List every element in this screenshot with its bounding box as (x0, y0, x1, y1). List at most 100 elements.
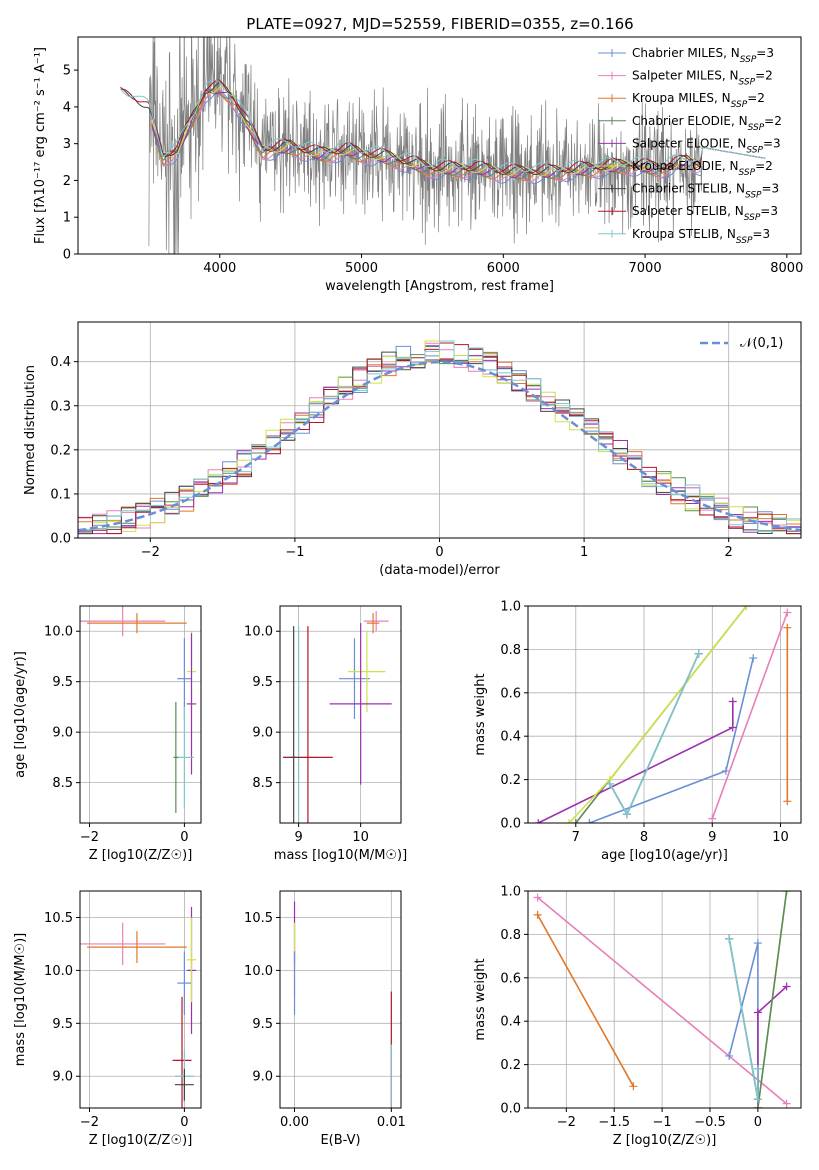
weight-marker (534, 819, 543, 823)
weight-marker (753, 1008, 762, 1017)
y-tick-label: 2 (63, 174, 71, 189)
weight-marker (629, 1082, 638, 1091)
x-tick-label: −2 (557, 1115, 576, 1130)
x-tick-label: 9 (294, 830, 302, 845)
y-axis-label: Normed distribution (23, 365, 38, 495)
panel-spectrum: 4000 5000 6000 7000 8000 0 1 2 3 4 5 wavelength [An… (33, 36, 803, 294)
y-tick-label: 0.0 (500, 817, 521, 832)
legend-label: Chabrier STELIB, NSSP=3 (632, 182, 779, 201)
panel-age_vs_Z: −2 0 8.5 9.0 9.5 10.0 Z [log10(Z/Z☉)] age [log1… (13, 605, 202, 863)
axes-frame (79, 890, 202, 1109)
y-tick-label: 0.0 (500, 1102, 521, 1117)
x-tick-label: 4000 (203, 261, 236, 276)
y-axis-label: age [log10(age/yr)] (13, 651, 28, 778)
y-axis-label: mass weight (473, 958, 488, 1040)
y-tick-label: 9.0 (252, 1070, 273, 1085)
y-tick-label: 0.2 (500, 773, 521, 788)
x-tick-label: −1.5 (598, 1115, 630, 1130)
weight-marker (694, 649, 703, 658)
x-tick-label: 10 (772, 830, 789, 845)
weight-marker (749, 654, 758, 663)
legend: Chabrier MILES, NSSP=3 Salpeter MILES, NS… (598, 46, 782, 246)
y-tick-label: 0.8 (500, 643, 521, 658)
weight-line (589, 657, 754, 823)
y-tick-label: 9.0 (52, 726, 73, 741)
weight-marker (725, 1051, 734, 1060)
y-tick-label: 5 (63, 64, 71, 79)
panel-weight_vs_Z: −2 −1.5 −1 −0.5 0 0.0 0.2 0.4 0.6 0.8 1.0 Z [log10(… (473, 885, 802, 1148)
model-spectrum (151, 89, 702, 179)
plot-area (283, 611, 392, 823)
y-tick-label: 9.5 (52, 1017, 73, 1032)
weight-marker (533, 910, 542, 919)
y-tick-label: 10.0 (244, 964, 273, 979)
weight-marker (721, 766, 730, 775)
x-axis-label: Z [log10(Z/Z☉)] (89, 1133, 193, 1148)
x-tick-label: 0 (180, 830, 188, 845)
x-axis-label: mass [log10(M/M☉)] (274, 848, 407, 863)
x-tick-label: 5000 (345, 261, 378, 276)
model-spectrum (120, 81, 766, 176)
weight-marker (782, 982, 791, 991)
y-tick-label: 0.2 (50, 443, 71, 458)
axes-frame (79, 605, 202, 824)
x-axis-label: Z [log10(Z/Z☉)] (89, 848, 193, 863)
x-axis-label: age [log10(age/yr)] (601, 848, 728, 863)
weight-line (757, 891, 788, 1108)
legend-label: 𝒩(0,1) (740, 336, 783, 351)
weight-marker (783, 623, 792, 632)
weight-marker (783, 608, 792, 617)
y-tick-label: 0.2 (500, 1058, 521, 1073)
axes-frame (77, 36, 802, 255)
weight-marker (783, 797, 792, 806)
weight-marker (753, 939, 762, 948)
x-tick-label: 0.00 (280, 1115, 309, 1130)
x-tick-label: −2 (80, 1115, 99, 1130)
weight-marker (728, 723, 737, 732)
y-tick-label: 8.5 (252, 776, 273, 791)
y-tick-label: 10.0 (44, 964, 73, 979)
model-spectrum (151, 86, 702, 177)
plot-area (80, 606, 197, 813)
weight-marker (622, 810, 631, 819)
y-axis-label: mass weight (473, 673, 488, 755)
plot-area (533, 891, 791, 1108)
y-axis-label: mass [log10(M/M☉)] (13, 933, 28, 1066)
x-tick-label: 8000 (770, 261, 803, 276)
weight-line (609, 653, 700, 817)
plot-area (534, 606, 792, 823)
legend-label: Kroupa MILES, NSSP=2 (632, 91, 765, 110)
figure-title: PLATE=0927, MJD=52559, FIBERID=0355, z=0… (246, 15, 633, 33)
y-tick-label: 4 (63, 100, 71, 115)
weight-marker (753, 1104, 762, 1108)
weight-marker (742, 606, 751, 610)
weight-marker (725, 934, 734, 943)
y-tick-label: 9.5 (252, 1017, 273, 1032)
x-tick-label: 0 (435, 545, 443, 560)
y-tick-label: 0.4 (500, 1015, 521, 1030)
y-tick-label: 0.0 (50, 532, 71, 547)
legend-label: Salpeter MILES, NSSP=2 (632, 69, 773, 88)
axes-frame (279, 605, 402, 824)
model-spectrum (151, 89, 702, 184)
plot-area (78, 340, 801, 535)
x-axis-label: wavelength [Angstrom, rest frame] (325, 279, 554, 294)
x-tick-label: −0.5 (694, 1115, 726, 1130)
y-tick-label: 10.0 (44, 625, 73, 640)
weight-marker (564, 819, 573, 823)
legend-label: Salpeter ELODIE, NSSP=3 (632, 136, 781, 155)
panel-mass_vs_Z: −2 0 9.0 9.5 10.0 10.5 Z [log10(Z/Z☉)] mass [lo… (13, 890, 202, 1148)
x-tick-label: 0 (754, 1115, 762, 1130)
x-tick-label: 2 (725, 545, 733, 560)
panel-weight_vs_age: 7 8 9 10 0.0 0.2 0.4 0.6 0.8 1.0 age [log10(age/yr… (473, 600, 802, 863)
x-tick-label: 8 (640, 830, 648, 845)
y-tick-label: 0 (63, 248, 71, 263)
x-axis-label: Z [log10(Z/Z☉)] (613, 1133, 717, 1148)
model-spectrum (120, 79, 766, 173)
y-tick-label: 0.8 (500, 928, 521, 943)
weight-line (711, 612, 789, 819)
y-tick-label: 0.4 (500, 730, 521, 745)
y-tick-label: 1 (63, 211, 71, 226)
residual-histogram (78, 351, 801, 535)
x-tick-label: 1 (580, 545, 588, 560)
